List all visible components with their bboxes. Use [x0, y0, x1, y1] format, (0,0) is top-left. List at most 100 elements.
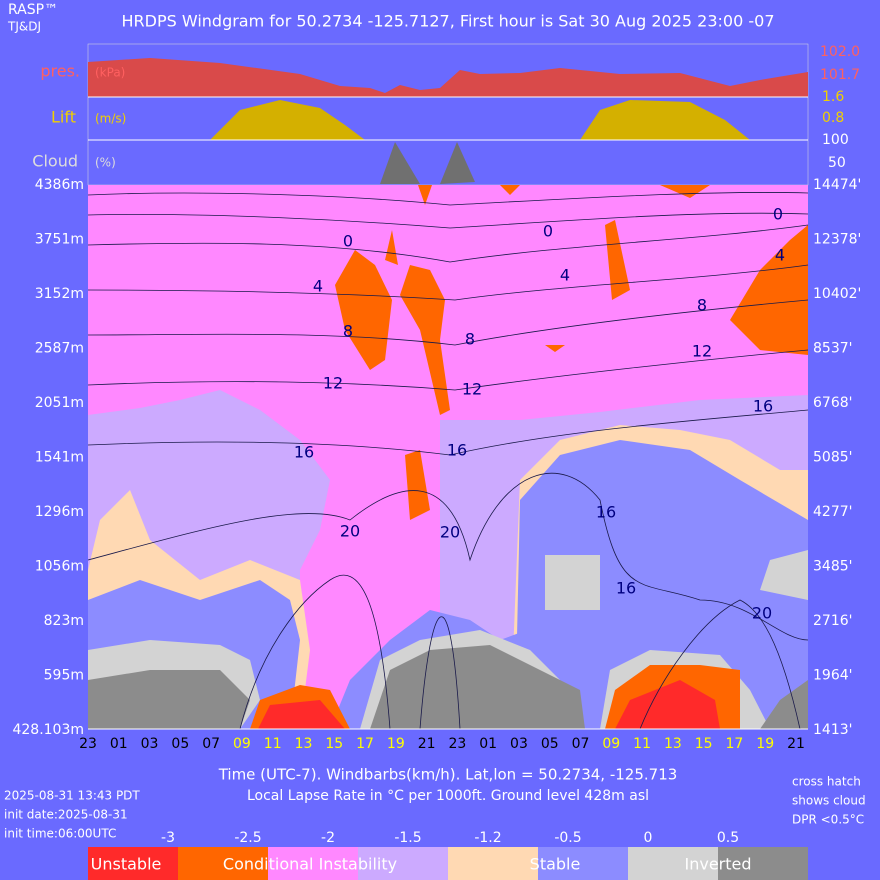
cloud-tick: 50: [828, 155, 846, 171]
lift-tick: 0.8: [822, 110, 844, 126]
legend-swatch: [718, 847, 808, 880]
x-label: 03: [141, 736, 159, 752]
y-left-label: 1056m: [35, 559, 84, 575]
contour-label: 4: [775, 246, 785, 265]
y-left-label: 823m: [44, 613, 84, 629]
init-time: init time:06:00UTC: [4, 827, 116, 841]
legend-value: -2: [321, 830, 335, 846]
note: cross hatch: [792, 775, 861, 789]
cloud-unit: (%): [95, 156, 116, 170]
contour-label: 20: [440, 523, 460, 542]
pressure-label: pres.: [40, 62, 80, 81]
legend-value: -3: [161, 830, 175, 846]
contour-label: 12: [692, 342, 712, 361]
title: HRDPS Windgram for 50.2734 -125.7127, Fi…: [122, 12, 775, 31]
note: DPR <0.5°C: [792, 813, 864, 827]
x-label: 15: [325, 736, 343, 752]
y-right-label: 4277': [813, 504, 852, 520]
contour-label: 4: [560, 266, 570, 285]
contour-label: 0: [343, 232, 353, 251]
init-date: init date:2025-08-31: [4, 808, 128, 822]
x-label: 13: [295, 736, 313, 752]
contour-label: 16: [294, 443, 314, 462]
legend-value: -1.5: [394, 830, 421, 846]
contour: [87, 349, 809, 391]
lift-label: Lift: [51, 108, 76, 127]
y-right-label: 1413': [813, 722, 852, 738]
contour: [87, 192, 809, 206]
y-right-label: 6768': [813, 395, 852, 411]
x-label: 23: [79, 736, 97, 752]
y-right-label: 10402': [813, 286, 861, 302]
pressure-unit: (kPa): [95, 66, 125, 80]
y-left-label: 1541m: [35, 450, 84, 466]
x-label: 11: [264, 736, 282, 752]
y-right-labels: 14474' 12378' 10402' 8537' 6768' 5085' 4277' 34…: [813, 177, 861, 738]
x-label: 19: [387, 736, 405, 752]
contour-label: 4: [313, 277, 323, 296]
contour: [87, 224, 809, 263]
x-label: 17: [726, 736, 744, 752]
run-time: 2025-08-31 13:43 PDT: [4, 789, 140, 803]
region: [335, 185, 808, 520]
contour: [87, 212, 809, 229]
legend-value: -1.2: [474, 830, 501, 846]
pressure-area: [88, 58, 808, 97]
legend-label: Inverted: [684, 855, 751, 874]
y-left-label: 428.103m: [12, 722, 84, 738]
x-labels: 23 01 03 05 07 09 11 13 15 17 19 21 23 01 03 05 07 09 11 13…: [79, 736, 805, 752]
contour: [87, 472, 809, 641]
y-left-labels: 4386m 3751m 3152m 2587m 2051m 1541m 1296m 1056m…: [12, 177, 84, 738]
x-label: 19: [756, 736, 774, 752]
y-right-label: 14474': [813, 177, 861, 193]
x-label: 09: [602, 736, 620, 752]
contour-label: 12: [323, 374, 343, 393]
x-label: 09: [233, 736, 251, 752]
x-label: 05: [541, 736, 559, 752]
region: [88, 670, 250, 729]
contour-labels: 0 0 0 4 4 4 8 8 8 12 12 12 16 16 16 16 16 20 20 20: [294, 205, 785, 623]
contour-label: 16: [596, 503, 616, 522]
x-label: 13: [664, 736, 682, 752]
x-label: 03: [510, 736, 528, 752]
legend-label: Conditional Instability: [223, 855, 397, 874]
pressure-tick: 102.0: [820, 44, 860, 60]
note: shows cloud: [792, 794, 866, 808]
contour-label: 20: [752, 604, 772, 623]
x-label: 11: [633, 736, 651, 752]
x-label: 05: [171, 736, 189, 752]
y-left-label: 4386m: [35, 177, 84, 193]
y-right-label: 8537': [813, 341, 852, 357]
y-left-label: 2587m: [35, 341, 84, 357]
contour: [87, 264, 809, 301]
legend-swatch: [628, 847, 718, 880]
region: [545, 550, 808, 610]
legend-value: -2.5: [234, 830, 261, 846]
lapse-rate-field: [87, 185, 809, 730]
region: [250, 665, 740, 729]
y-left-label: 595m: [44, 668, 84, 684]
contour-label: 8: [697, 296, 707, 315]
contour-label: 8: [465, 330, 475, 349]
x-label: 07: [202, 736, 220, 752]
legend-swatch: [88, 847, 178, 880]
legend-label: Unstable: [91, 855, 162, 874]
contour-label: 16: [447, 441, 467, 460]
contour-label: 8: [343, 322, 353, 341]
y-left-label: 2051m: [35, 395, 84, 411]
y-right-label: 5085': [813, 450, 852, 466]
cloud-label: Cloud: [32, 152, 78, 171]
x-label: 15: [695, 736, 713, 752]
contour: [239, 574, 801, 730]
contour-label: 0: [543, 222, 553, 241]
x-label: 17: [356, 736, 374, 752]
legend-swatch: [268, 847, 358, 880]
legend-value: 0.5: [717, 830, 739, 846]
legend-swatch: [178, 847, 268, 880]
y-left-label: 3152m: [35, 286, 84, 302]
lift-area: [210, 100, 750, 140]
region: [760, 680, 808, 729]
lift-tick: 1.6: [822, 89, 844, 105]
legend: -3 -2.5 -2 -1.5 -1.2 -0.5 0 0.5 Unstable Conditio…: [88, 830, 808, 880]
